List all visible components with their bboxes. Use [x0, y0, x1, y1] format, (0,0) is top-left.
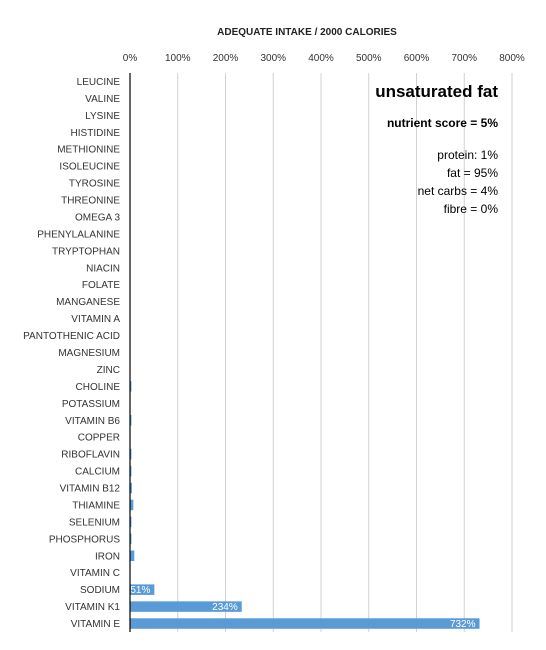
bars — [130, 313, 480, 629]
bar — [130, 499, 134, 511]
category-label: FOLATE — [82, 280, 120, 291]
nutrient-score: nutrient score = 5% — [386, 116, 498, 130]
category-label: MAGNESIUM — [58, 348, 120, 359]
category-label: NIACIN — [86, 263, 120, 274]
x-tick-label: 500% — [356, 53, 382, 64]
x-tick-label: 0% — [123, 53, 138, 64]
bar — [130, 381, 132, 392]
bar — [130, 516, 132, 528]
category-label: ISOLEUCINE — [59, 162, 120, 173]
bar — [130, 533, 132, 545]
category-label: ZINC — [97, 365, 120, 376]
bar — [130, 448, 132, 460]
data-labels: 51% 234% 732% — [130, 585, 475, 630]
fat-line: fat = 95% — [446, 166, 498, 180]
category-label: THREONINE — [61, 196, 120, 207]
data-label: 234% — [212, 602, 238, 613]
nutrient-info-box: unsaturated fat nutrient score = 5% prot… — [375, 82, 498, 218]
net-carbs-line: net carbs = 4% — [417, 184, 498, 198]
category-label: IRON — [95, 551, 120, 562]
category-label: VITAMIN C — [70, 568, 120, 579]
fibre-line: fibre = 0% — [443, 202, 498, 216]
category-label: VALINE — [85, 94, 120, 105]
bar — [130, 618, 480, 629]
category-label: LEUCINE — [77, 77, 121, 88]
x-tick-label: 800% — [499, 53, 525, 64]
category-label: CHOLINE — [76, 382, 121, 393]
bar — [130, 482, 132, 494]
protein-line: protein: 1% — [437, 148, 498, 162]
category-label: PHOSPHORUS — [49, 534, 120, 545]
x-tick-labels: 0% 100% 200% 300% 400% 500% 600% 700% 800% — [123, 53, 525, 64]
category-labels: LEUCINE VALINE LYSINE HISTIDINE METHIONINE IS… — [23, 77, 120, 630]
x-tick-label: 400% — [308, 53, 334, 64]
x-tick-label: 100% — [165, 53, 191, 64]
category-label: POTASSIUM — [62, 399, 120, 410]
category-label: VITAMIN B6 — [65, 416, 120, 427]
category-label: VITAMIN B12 — [60, 484, 121, 495]
category-label: OMEGA 3 — [75, 212, 120, 223]
bar — [130, 550, 135, 562]
x-tick-label: 300% — [260, 53, 286, 64]
gridlines — [177, 73, 513, 632]
category-label: TYROSINE — [69, 179, 120, 190]
bar — [130, 584, 155, 595]
category-label: COPPER — [78, 433, 120, 444]
category-label: CALCIUM — [75, 467, 120, 478]
data-label: 51% — [130, 585, 150, 596]
category-label: VITAMIN K1 — [65, 602, 120, 613]
category-label: SODIUM — [80, 585, 120, 596]
category-label: PHENYLALANINE — [37, 229, 120, 240]
category-label: TRYPTOPHAN — [52, 246, 120, 257]
bar — [130, 601, 242, 612]
data-label: 732% — [450, 619, 476, 630]
bar — [130, 465, 132, 477]
chart-title: ADEQUATE INTAKE / 2000 CALORIES — [217, 27, 397, 38]
category-label: PANTOTHENIC ACID — [23, 331, 120, 342]
category-label: VITAMIN E — [71, 619, 121, 630]
x-tick-label: 600% — [404, 53, 430, 64]
x-tick-label: 700% — [451, 53, 477, 64]
category-label: THIAMINE — [72, 500, 120, 511]
category-label: LYSINE — [85, 111, 120, 122]
category-label: SELENIUM — [69, 517, 120, 528]
bar — [130, 415, 132, 426]
category-label: MANGANESE — [56, 297, 120, 308]
category-label: METHIONINE — [57, 145, 120, 156]
category-label: HISTIDINE — [71, 128, 121, 139]
category-label: VITAMIN A — [71, 314, 120, 325]
food-name: unsaturated fat — [375, 82, 498, 101]
category-label: RIBOFLAVIN — [61, 450, 120, 461]
x-tick-label: 200% — [213, 53, 239, 64]
